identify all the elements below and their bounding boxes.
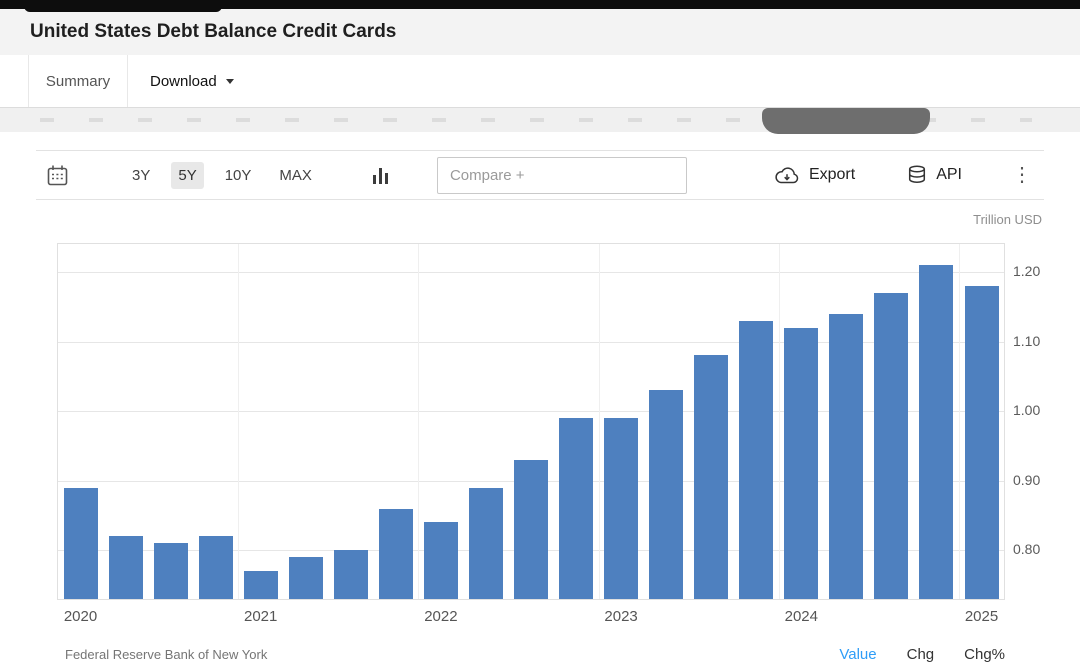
bar-2021-Q4[interactable] <box>378 508 413 599</box>
scrolled-chart-remnant <box>0 108 1080 134</box>
api-button[interactable]: API <box>907 164 962 186</box>
page-title: United States Debt Balance Credit Cards <box>30 21 397 42</box>
y-axis-tick-label: 1.10 <box>1013 332 1041 349</box>
source-attribution: Federal Reserve Bank of New York <box>65 647 268 662</box>
bar-2024-Q4[interactable] <box>919 264 954 599</box>
y-axis-tick-label: 1.20 <box>1013 262 1041 279</box>
gridline <box>58 411 1004 413</box>
bar-2024-Q1[interactable] <box>784 327 819 599</box>
table-headers: Value Chg Chg% <box>839 646 1005 663</box>
kebab-menu-button[interactable]: ⋮ <box>1012 164 1032 186</box>
bar-2024-Q2[interactable] <box>829 313 864 599</box>
bar-2020-Q2[interactable] <box>108 536 143 599</box>
y-axis-tick-label: 0.90 <box>1013 471 1041 488</box>
range-selector: 3Y 5Y 10Y MAX <box>125 161 319 189</box>
tab-summary-label: Summary <box>45 72 111 90</box>
table-header-chg-pct[interactable]: Chg% <box>964 646 1005 663</box>
bar-2020-Q4[interactable] <box>198 536 233 599</box>
calendar-icon <box>46 164 69 187</box>
chart-card: 3Y 5Y 10Y MAX Export <box>36 150 1044 663</box>
range-button-10y[interactable]: 10Y <box>218 162 259 189</box>
compare-input[interactable] <box>436 156 687 194</box>
bar-chart-icon <box>372 167 389 184</box>
bar-2020-Q3[interactable] <box>153 543 188 599</box>
chart-footer: Federal Reserve Bank of New York Value Ch… <box>36 646 1044 663</box>
tab-summary[interactable]: Summary <box>28 55 128 107</box>
export-cloud-icon <box>774 165 800 186</box>
y-axis-tick-label: 1.00 <box>1013 402 1041 419</box>
chart-tooltip-remnant <box>762 108 930 134</box>
tab-bar: Summary Download <box>0 55 1080 108</box>
x-axis-year-label: 2025 <box>964 608 999 625</box>
plot-area[interactable]: 2020 2021 2022 2023 2024 2025 <box>57 243 1005 625</box>
year-gridline <box>599 244 600 599</box>
page-header: United States Debt Balance Credit Cards <box>0 9 1080 55</box>
bar-2025-Q1[interactable] <box>964 285 999 599</box>
bar-2022-Q1[interactable] <box>423 522 458 599</box>
bar-2021-Q1[interactable] <box>243 571 278 599</box>
year-gridline <box>418 244 419 599</box>
bar-2022-Q3[interactable] <box>514 459 548 599</box>
bar-2023-Q2[interactable] <box>649 390 684 599</box>
chart-toolbar: 3Y 5Y 10Y MAX Export <box>36 150 1044 200</box>
bar-2021-Q2[interactable] <box>288 557 323 599</box>
chevron-down-icon <box>225 78 234 84</box>
table-header-value[interactable]: Value <box>839 646 877 663</box>
x-axis-year-label: 2023 <box>604 608 638 625</box>
browser-top-strip <box>0 0 1080 12</box>
bar-2022-Q4[interactable] <box>559 418 593 599</box>
bar-2020-Q1[interactable] <box>63 487 98 599</box>
x-axis-year-label: 2024 <box>784 608 818 625</box>
range-button-max[interactable]: MAX <box>272 162 319 189</box>
tab-download[interactable]: Download <box>144 55 240 107</box>
api-label: API <box>936 166 962 183</box>
export-label: Export <box>808 166 856 183</box>
chart-type-button[interactable] <box>372 167 389 184</box>
bar-2023-Q3[interactable] <box>694 355 729 599</box>
unit-label: Trillion USD <box>973 212 1042 227</box>
bar-2024-Q3[interactable] <box>874 292 909 599</box>
chart-region: 2020 2021 2022 2023 2024 2025 1.20 1.10 1.00 0.9… <box>36 243 1044 625</box>
tab-download-label: Download <box>150 72 217 90</box>
range-button-5y[interactable]: 5Y <box>171 161 204 189</box>
bar-2022-Q2[interactable] <box>469 487 503 599</box>
export-button[interactable]: Export <box>774 165 855 186</box>
x-axis-year-label: 2022 <box>424 608 458 625</box>
gridline <box>58 341 1004 343</box>
year-gridline <box>779 244 780 599</box>
x-axis-year-label: 2020 <box>63 608 98 625</box>
database-icon <box>907 164 927 186</box>
y-axis-labels: 1.20 1.10 1.00 0.90 0.80 <box>1005 243 1044 600</box>
table-header-chg[interactable]: Chg <box>906 646 935 663</box>
year-gridline <box>238 244 239 599</box>
remnant-axis-marks <box>40 118 1032 122</box>
year-gridline <box>959 244 960 599</box>
browser-tab-remnant <box>24 0 222 12</box>
gridline <box>58 271 1004 273</box>
x-axis-year-label: 2021 <box>244 608 278 625</box>
bar-2023-Q4[interactable] <box>739 320 774 599</box>
bar-2023-Q1[interactable] <box>604 418 639 599</box>
y-axis-tick-label: 0.80 <box>1013 541 1041 558</box>
range-button-3y[interactable]: 3Y <box>125 162 157 189</box>
bar-2021-Q3[interactable] <box>333 550 368 599</box>
calendar-button[interactable] <box>46 164 69 187</box>
